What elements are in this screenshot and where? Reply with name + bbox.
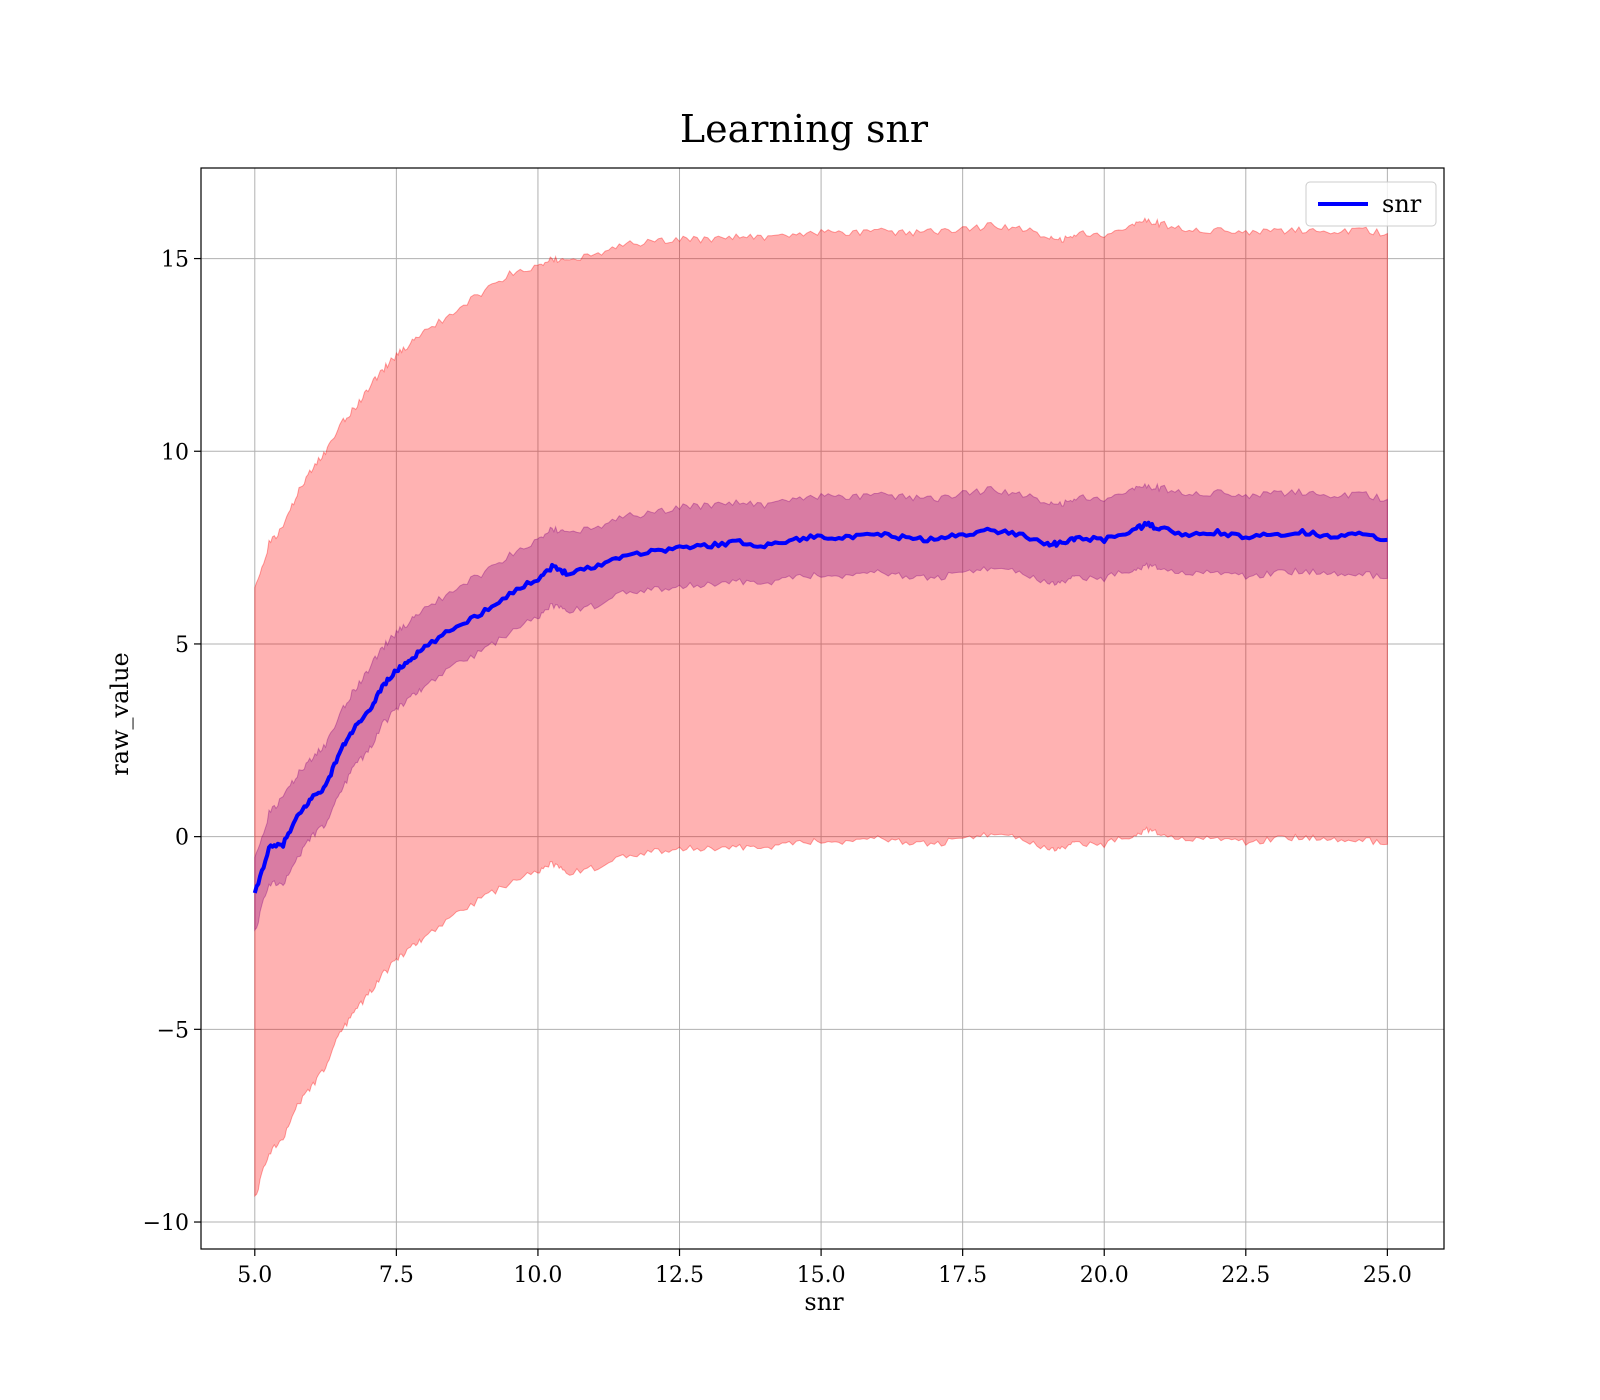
x-tick-label: 7.5 (379, 1263, 414, 1288)
x-tick-label: 20.0 (1080, 1263, 1129, 1288)
y-tick-label: 10 (161, 440, 189, 465)
chart-title: Learning snr (680, 107, 929, 151)
plot-area (200, 167, 1445, 1250)
band-outer (254, 217, 1388, 1198)
x-tick-label: 12.5 (655, 1263, 704, 1288)
x-tick-label: 17.5 (938, 1263, 987, 1288)
y-tick-label: 15 (161, 248, 189, 273)
x-axis-label: snr (804, 1288, 844, 1316)
legend-box (1305, 181, 1437, 227)
x-tick-label: 5.0 (237, 1263, 272, 1288)
legend-label-snr: snr (1382, 190, 1422, 218)
x-tick-label: 10.0 (513, 1263, 562, 1288)
confidence-bands (254, 217, 1388, 1198)
x-axis-ticks: 5.0 7.5 10.0 12.5 15.0 17.5 20.0 22.5 25.0 (237, 1249, 1412, 1288)
x-tick-label: 25.0 (1363, 1263, 1412, 1288)
band-inner (254, 482, 1388, 932)
series-lines (252, 520, 1388, 894)
series-line-snr (252, 520, 1388, 894)
y-tick-label: 5 (175, 633, 189, 658)
legend: snr (1305, 181, 1437, 227)
y-tick-label: 0 (175, 826, 189, 851)
x-tick-label: 22.5 (1221, 1263, 1270, 1288)
y-axis-ticks: −10 −5 0 5 10 15 (143, 248, 201, 1236)
y-axis-label: raw_value (106, 652, 134, 776)
y-tick-label: −5 (157, 1018, 189, 1043)
x-tick-label: 15.0 (797, 1263, 846, 1288)
y-tick-label: −10 (143, 1211, 189, 1236)
grid-lines (201, 168, 1444, 1249)
axes-frame (200, 167, 1445, 1250)
